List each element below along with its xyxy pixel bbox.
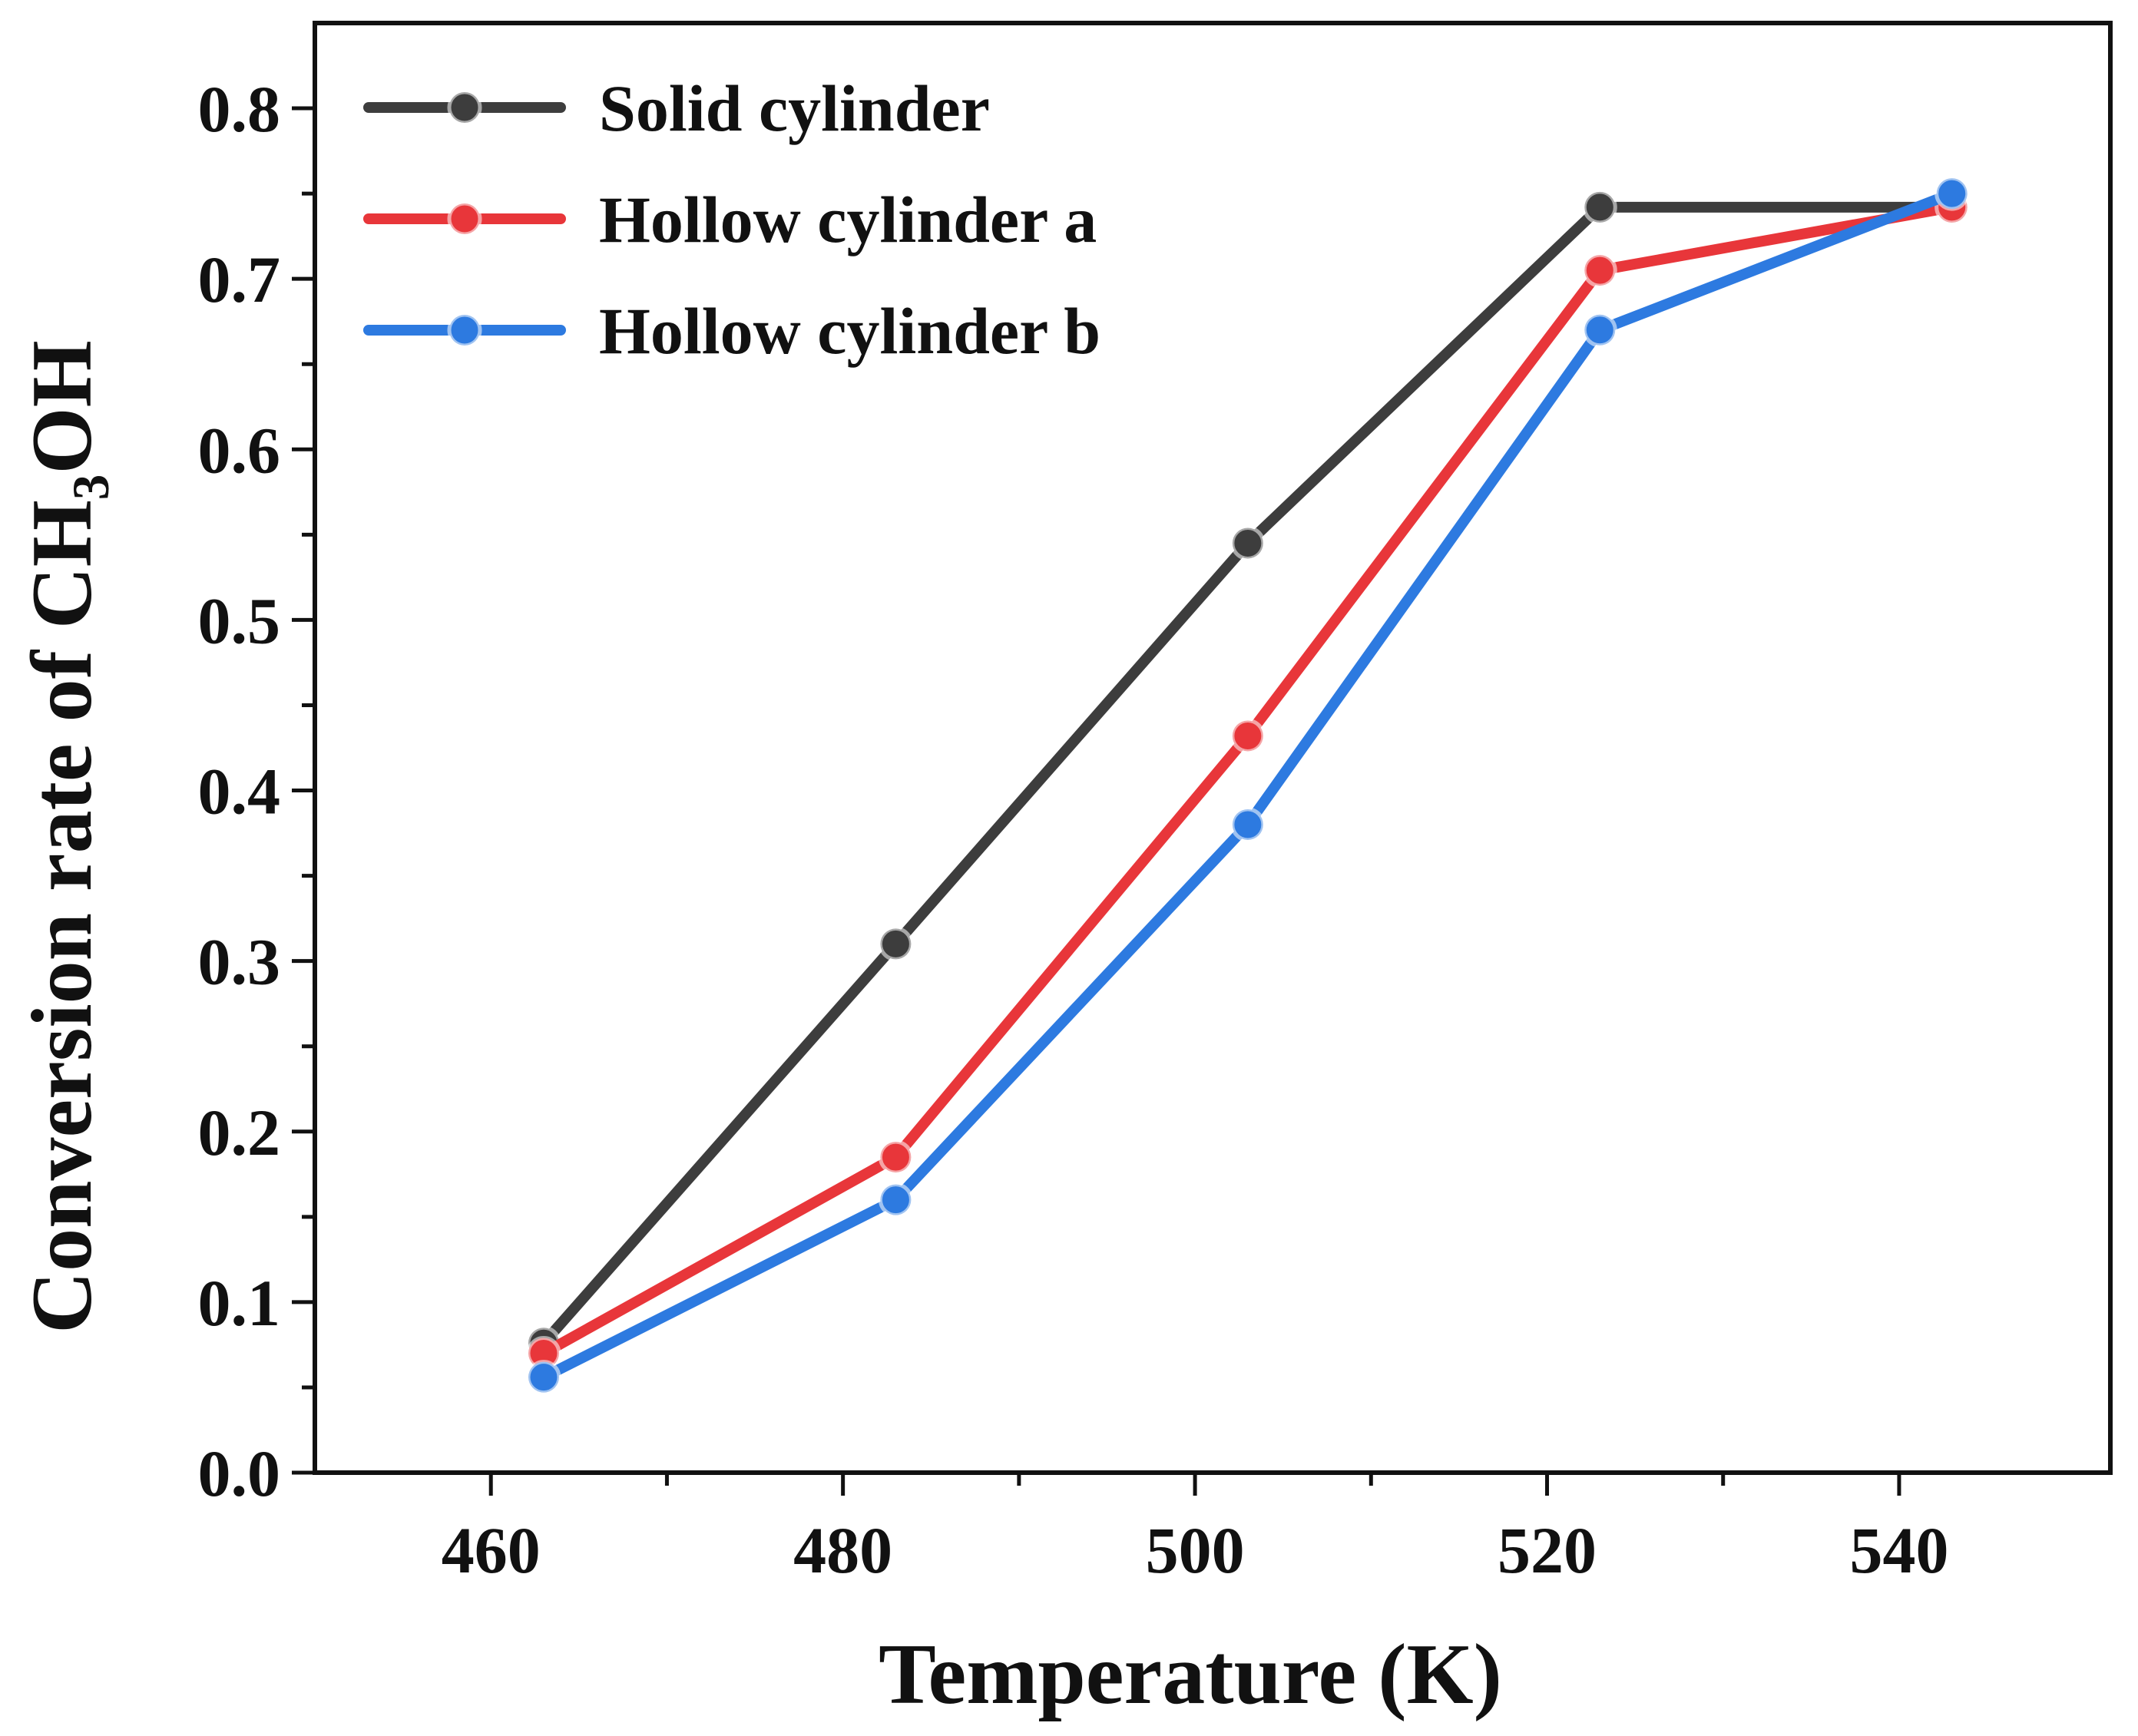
x-tick-label: 500 xyxy=(1146,1513,1245,1587)
y-tick-label: 0.2 xyxy=(198,1096,281,1169)
y-tick-label: 0.0 xyxy=(198,1437,281,1510)
data-point xyxy=(1582,190,1617,225)
data-point xyxy=(1230,807,1266,842)
y-tick-label: 0.1 xyxy=(198,1266,281,1340)
x-tick-label: 520 xyxy=(1498,1513,1597,1587)
data-point xyxy=(1230,525,1266,560)
data-point xyxy=(526,1360,561,1395)
series-group xyxy=(526,176,1970,1395)
data-point xyxy=(878,1139,913,1175)
legend-label: Solid cylinder xyxy=(599,71,990,145)
data-point xyxy=(1582,253,1617,288)
axes: 460 480 500 520 540 0.0 0.1 0.2 0.3 0.4 0.5 0.6 0.7 0… xyxy=(198,21,2113,1587)
legend-label: Hollow cylinder a xyxy=(599,183,1097,256)
x-axis-title: Temperature (K) xyxy=(879,1627,1502,1722)
legend-swatch-marker xyxy=(447,312,482,348)
y-axis-title: Conversion rate of CH₃OH xyxy=(15,340,110,1333)
x-tick-label: 540 xyxy=(1849,1513,1948,1587)
data-point xyxy=(1934,176,1970,211)
legend-swatch-marker xyxy=(447,90,482,125)
data-point xyxy=(1230,718,1266,753)
data-point xyxy=(1582,312,1617,348)
y-tick-label: 0.3 xyxy=(198,925,281,999)
x-tick-label: 460 xyxy=(442,1513,541,1587)
series-line-1 xyxy=(538,201,1958,1349)
y-tick-label: 0.4 xyxy=(198,755,281,828)
plot-frame xyxy=(313,21,2113,1475)
series-line-2 xyxy=(538,201,1958,1359)
legend-swatch-marker xyxy=(447,201,482,236)
data-point xyxy=(878,926,913,961)
series-line-3 xyxy=(538,188,1958,1383)
y-tick-label: 0.7 xyxy=(198,243,281,316)
data-point xyxy=(878,1182,913,1218)
legend-label: Hollow cylinder b xyxy=(599,294,1100,368)
y-tick-label: 0.6 xyxy=(198,413,281,487)
legend: Solid cylinder Hollow cylinder a Hollow cy… xyxy=(363,71,1100,368)
y-tick-label: 0.5 xyxy=(198,584,281,657)
y-tick-label: 0.8 xyxy=(198,72,281,146)
x-tick-label: 480 xyxy=(793,1513,892,1587)
